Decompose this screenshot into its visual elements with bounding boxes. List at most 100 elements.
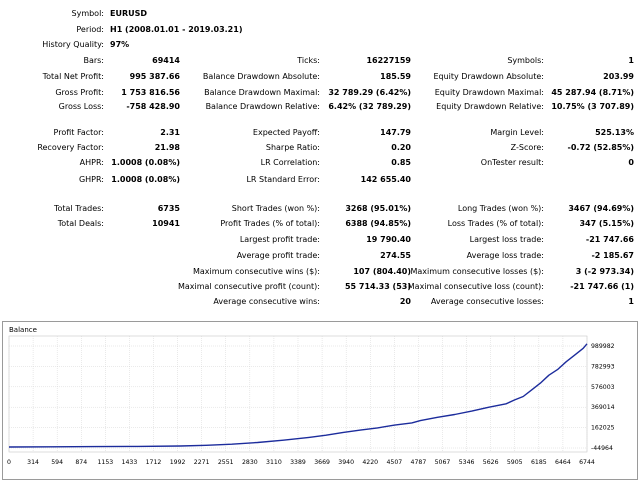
x-tick-label: 1433 [122, 459, 138, 466]
balance-chart: Balance 0 314 594 874 1153 1433 1712 1992 2271 255… [2, 321, 638, 480]
stat-c3-2-label: Equity Drawdown Maximal: [434, 88, 544, 97]
stat-c2-8-value: 3268 (95.01%) [345, 204, 411, 213]
stat-c3-3-label: Equity Drawdown Relative: [436, 102, 544, 111]
stat-c2-11-label: Average profit trade: [236, 251, 320, 260]
stat-c3-4-label: Margin Level: [490, 128, 544, 137]
stat-c2-2-label: Balance Drawdown Maximal: [204, 88, 320, 97]
stat-c3-1-label: Equity Drawdown Absolute: [433, 72, 544, 81]
stat-c2-8-label: Short Trades (won %): [231, 204, 320, 213]
stat-c1-6-label: AHPR: [79, 158, 104, 167]
stat-c2-10-value: 19 790.40 [366, 235, 411, 244]
stat-c2-4-label: Expected Payoff: [252, 128, 320, 137]
stat-c3-2-value: 45 287.94 (8.71%) [551, 88, 634, 97]
x-tick-label: 0 [7, 459, 11, 466]
stat-c3-7-label: Long Trades (won %): [457, 204, 544, 213]
stat-c3-12-value: -21 747.66 (1) [570, 282, 634, 291]
stats-grid: Symbol: EURUSD Period: H1 (2008.01.01 - 201… [37, 9, 634, 306]
quality-label: History Quality: [42, 40, 104, 49]
x-tick-label: 2551 [218, 459, 234, 466]
stat-c3-3-value: 10.75% (3 707.89) [551, 102, 634, 111]
stat-c1-8-label: Total Trades: [54, 204, 104, 213]
stat-c3-11-value: 3 (-2 973.34) [575, 267, 634, 276]
stat-c3-6-value: 0 [628, 158, 634, 167]
quality-value: 97% [110, 40, 130, 49]
x-tick-label: 874 [75, 459, 87, 466]
stat-c2-0-value: 16227159 [366, 56, 411, 65]
stat-c1-2-label: Gross Profit: [55, 88, 104, 97]
balance-line [8, 343, 588, 448]
x-tick-label: 6464 [555, 459, 571, 466]
stat-c3-10-label: Average loss trade: [466, 251, 544, 260]
x-tick-label: 3389 [290, 459, 306, 466]
stat-c2-9-label: Profit Trades (% of total): [220, 219, 320, 228]
x-tick-label: 2271 [194, 459, 210, 466]
stat-c3-6-label: OnTester result: [480, 158, 544, 167]
y-tick-label: 782993 [591, 363, 615, 370]
stat-c3-12-label: Maximal consecutive loss (count): [407, 282, 544, 291]
stat-c1-9-value: 10941 [152, 219, 180, 228]
stat-c1-4-label: Profit Factor: [53, 128, 104, 137]
y-tick-label: -44964 [591, 445, 613, 452]
stat-c2-14-value: 20 [399, 297, 411, 306]
y-tick-label: 162025 [591, 425, 615, 432]
stat-c3-9-value: -21 747.66 [585, 235, 634, 244]
stat-c1-3-label: Gross Loss: [58, 102, 104, 111]
stat-c3-13-label: Average consecutive losses: [430, 297, 544, 306]
stat-c1-2-value: 1 753 816.56 [121, 88, 180, 97]
x-tick-label: 4220 [362, 459, 378, 466]
balance-chart-svg: Balance 0 314 594 874 1153 1433 1712 1992 2271 255… [7, 326, 615, 466]
stat-c2-13-label: Maximal consecutive profit (count): [177, 282, 320, 291]
stat-c2-6-label: LR Correlation: [260, 158, 320, 167]
stat-c1-4-value: 2.31 [160, 128, 180, 137]
stat-c3-8-label: Loss Trades (% of total): [447, 219, 544, 228]
stat-c2-10-label: Largest profit trade: [239, 235, 320, 244]
stat-c2-7-label: LR Standard Error: [246, 175, 320, 184]
stat-c1-9-label: Total Deals: [57, 219, 104, 228]
x-tick-label: 1153 [97, 459, 113, 466]
stat-c1-3-value: -758 428.90 [126, 102, 180, 111]
x-tick-label: 5626 [483, 459, 499, 466]
y-tick-label: 369014 [591, 404, 615, 411]
x-tick-label: 5905 [507, 459, 523, 466]
x-tick-label: 1992 [170, 459, 186, 466]
stat-c1-5-value: 21.98 [154, 143, 180, 152]
stat-c3-5-label: Z-Score: [510, 143, 544, 152]
x-tick-label: 1712 [146, 459, 162, 466]
stat-c1-0-label: Bars: [83, 56, 104, 65]
stat-c2-2-value: 32 789.29 (6.42%) [328, 88, 411, 97]
y-tick-label: 576003 [591, 384, 615, 391]
x-tick-label: 3669 [314, 459, 330, 466]
x-tick-label: 5346 [459, 459, 475, 466]
stat-c2-3-value: 6.42% (32 789.29) [328, 102, 411, 111]
x-tick-label: 4507 [386, 459, 402, 466]
stat-c2-12-label: Maximum consecutive wins ($): [192, 267, 320, 276]
stat-c3-11-label: Maximum consecutive losses ($): [410, 267, 544, 276]
stat-c2-4-value: 147.79 [380, 128, 411, 137]
stat-c3-10-value: -2 185.67 [591, 251, 634, 260]
symbol-value: EURUSD [110, 9, 148, 18]
stat-c2-11-value: 274.55 [380, 251, 411, 260]
stat-c3-7-value: 3467 (94.69%) [568, 204, 634, 213]
stat-c2-14-label: Average consecutive wins: [213, 297, 320, 306]
stat-c3-8-value: 347 (5.15%) [579, 219, 634, 228]
stat-c2-12-value: 107 (804.40) [353, 267, 411, 276]
stat-c1-7-value: 1.0008 (0.08%) [111, 175, 180, 184]
stat-c2-6-value: 0.85 [391, 158, 411, 167]
stat-c3-5-value: -0.72 (52.85%) [567, 143, 634, 152]
stat-c2-1-label: Balance Drawdown Absolute: [202, 72, 320, 81]
stat-c2-0-label: Ticks: [297, 56, 320, 65]
stat-c2-13-value: 55 714.33 (53) [344, 282, 411, 291]
stat-c2-1-value: 185.59 [380, 72, 411, 81]
x-tick-label: 6185 [531, 459, 547, 466]
stat-c1-5-label: Recovery Factor: [37, 143, 104, 152]
x-tick-label: 594 [51, 459, 63, 466]
stat-c1-7-label: GHPR: [78, 175, 104, 184]
stat-c1-1-label: Total Net Profit: [42, 72, 104, 81]
stat-c2-5-value: 0.20 [391, 143, 411, 152]
stat-c2-7-value: 142 655.40 [360, 175, 411, 184]
stat-c2-5-label: Sharpe Ratio: [265, 143, 320, 152]
x-tick-label: 314 [27, 459, 39, 466]
symbol-label: Symbol: [71, 9, 105, 18]
stat-c3-13-value: 1 [628, 297, 634, 306]
